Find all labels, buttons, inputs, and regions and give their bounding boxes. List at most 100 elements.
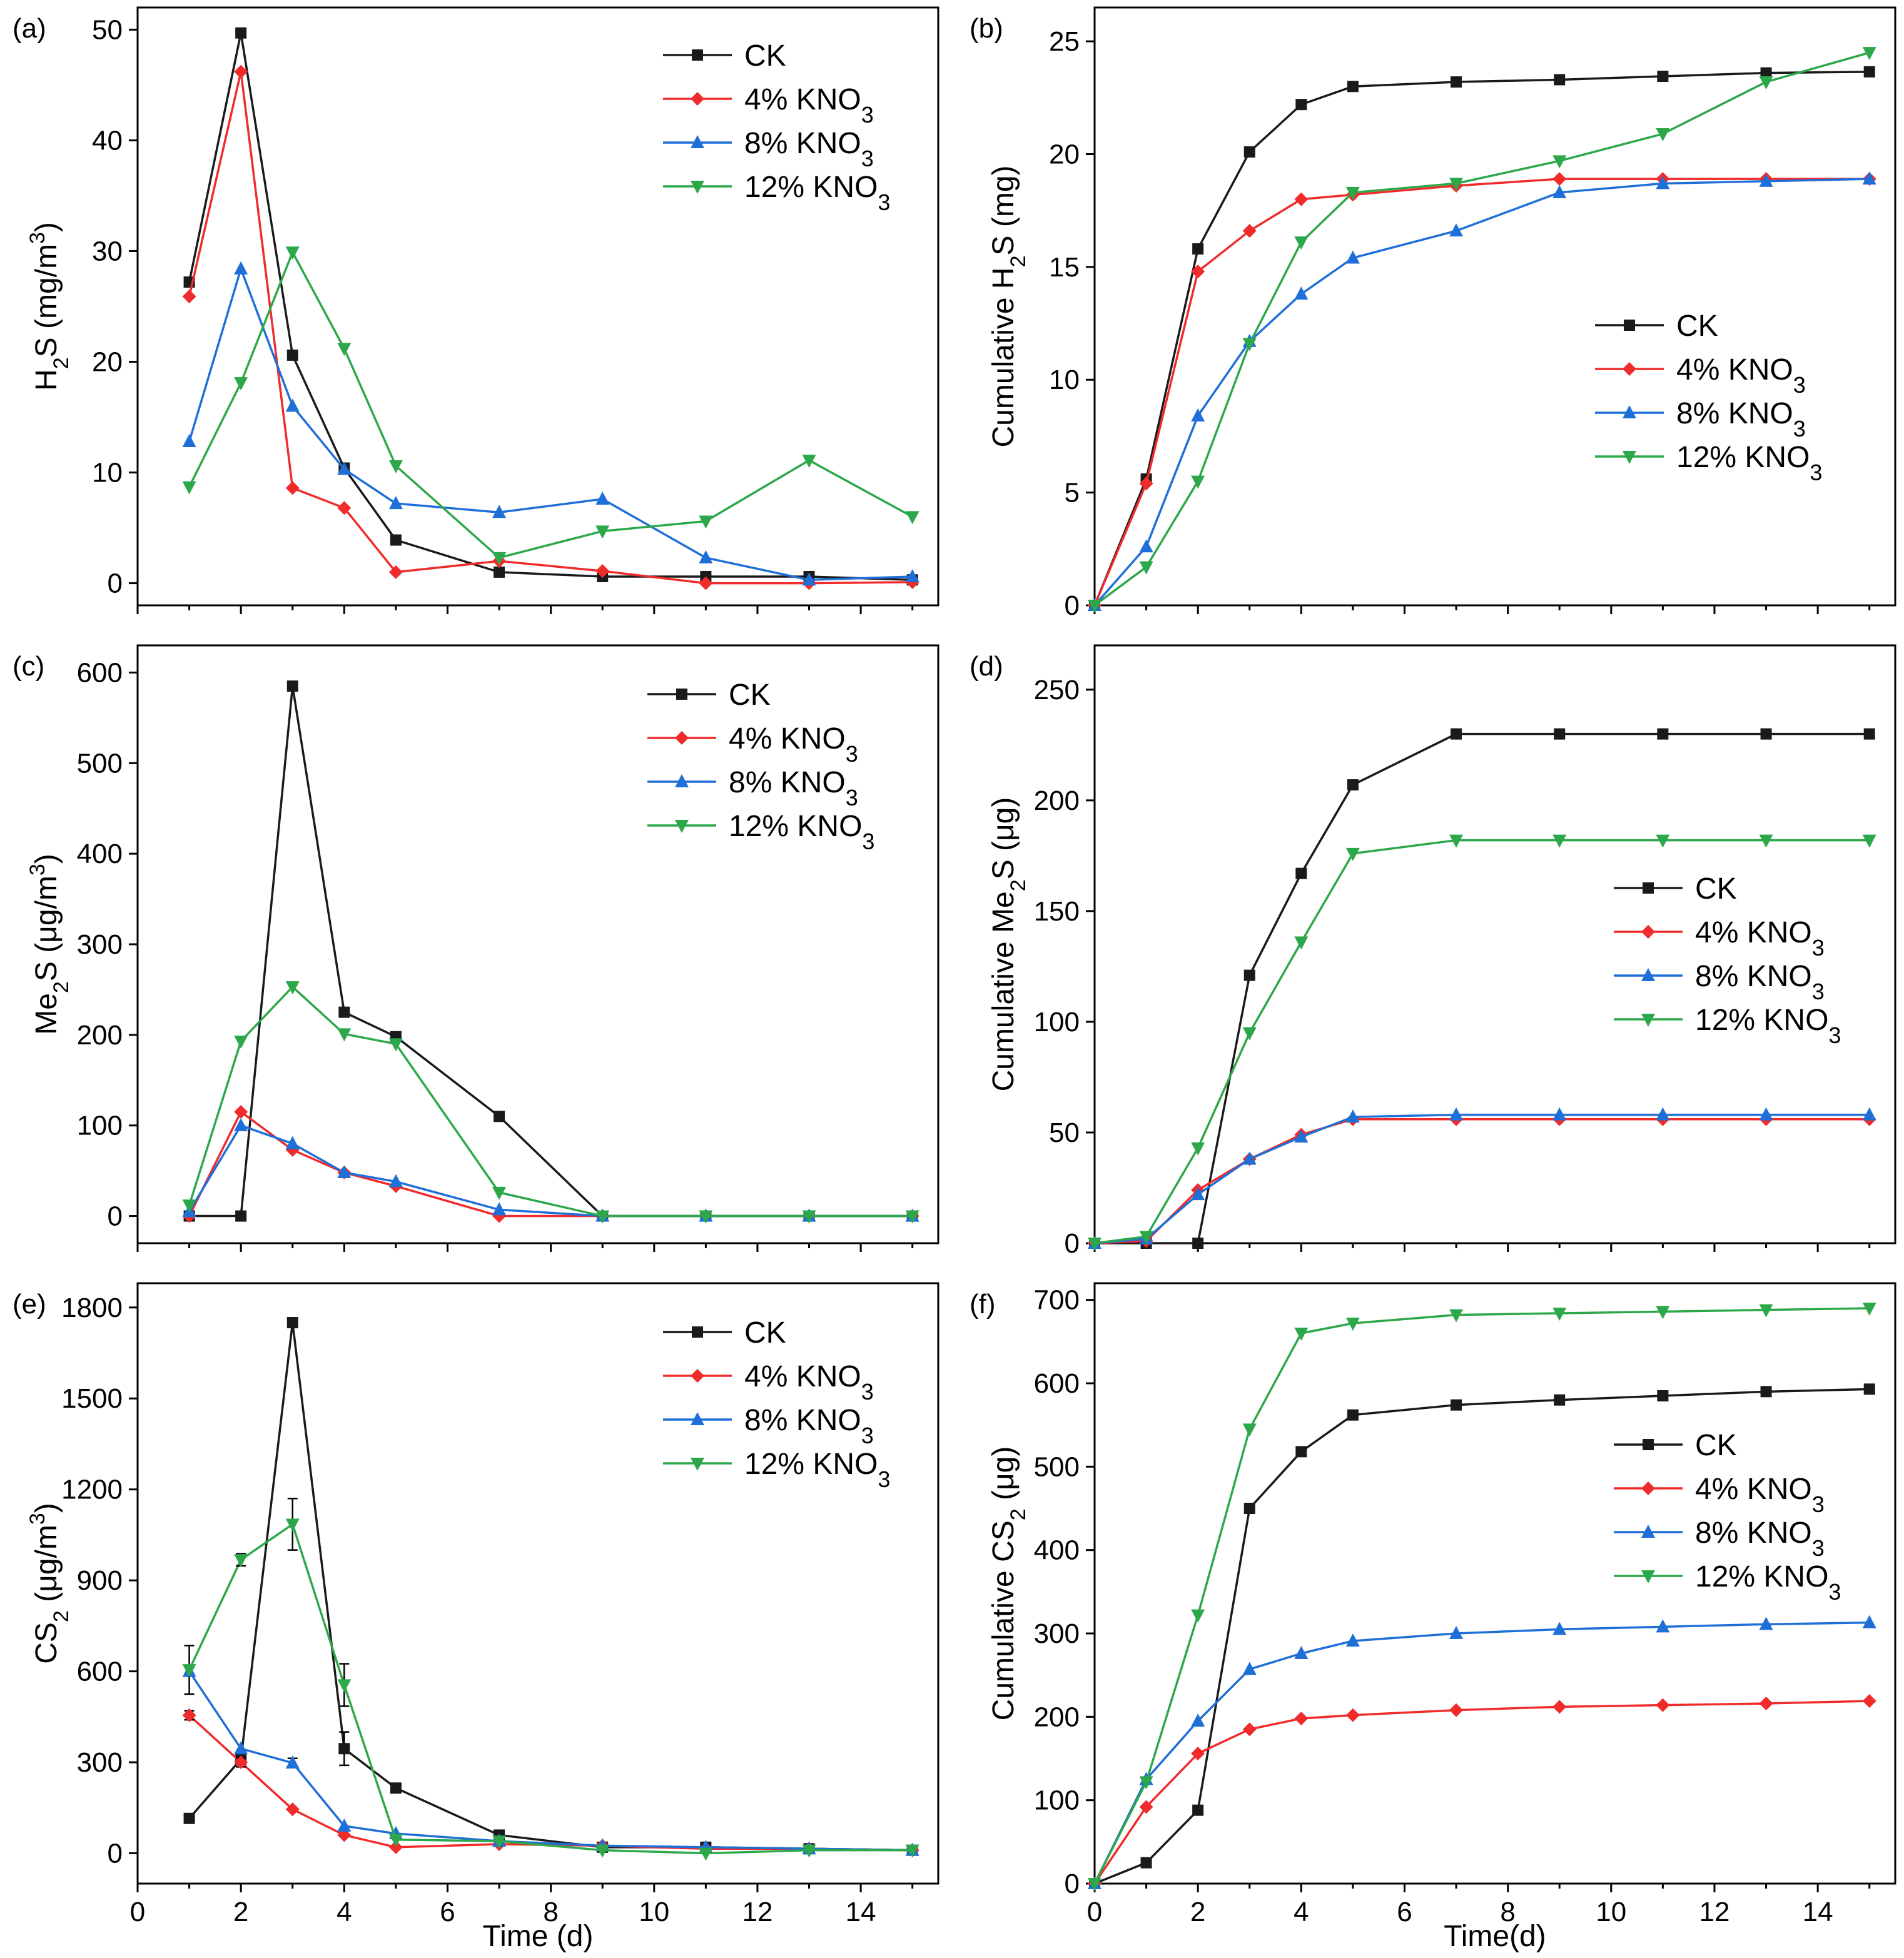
y-tick-label: 250 bbox=[1034, 675, 1080, 705]
x-tick-label: 2 bbox=[233, 1897, 248, 1927]
data-point bbox=[1862, 171, 1876, 185]
data-point bbox=[1192, 243, 1204, 255]
data-point bbox=[1759, 1107, 1773, 1121]
data-point bbox=[388, 496, 403, 510]
data-point bbox=[1657, 728, 1669, 740]
data-point bbox=[1759, 76, 1773, 90]
data-point bbox=[1345, 1708, 1360, 1722]
data-point bbox=[1451, 728, 1462, 740]
data-point bbox=[235, 1210, 247, 1222]
legend-label: 12% KNO3 bbox=[744, 1448, 890, 1492]
data-point bbox=[337, 1828, 352, 1842]
data-point bbox=[338, 1743, 350, 1755]
y-tick-label: 1200 bbox=[61, 1475, 123, 1505]
series-8kno3 bbox=[1088, 1107, 1876, 1249]
data-point bbox=[1345, 186, 1360, 200]
series-8kno3 bbox=[182, 261, 919, 586]
y-tick-label: 400 bbox=[77, 839, 123, 869]
legend-label: CK bbox=[744, 1316, 786, 1350]
data-point bbox=[285, 1802, 300, 1817]
y-tick-label: 100 bbox=[1034, 1007, 1080, 1037]
data-point bbox=[1552, 184, 1567, 198]
data-point bbox=[390, 534, 402, 546]
panel-label: (a) bbox=[13, 13, 46, 44]
data-point bbox=[699, 550, 713, 563]
y-tick-label: 0 bbox=[1065, 1228, 1080, 1259]
data-point bbox=[285, 246, 300, 260]
legend-marker bbox=[1641, 1481, 1655, 1495]
y-axis-title: CS2 (μg/m3) bbox=[26, 1503, 73, 1664]
legend-marker bbox=[691, 135, 704, 148]
data-point bbox=[1242, 1662, 1257, 1675]
data-point bbox=[337, 1679, 352, 1693]
data-point bbox=[1656, 1306, 1670, 1320]
data-point bbox=[1191, 408, 1205, 421]
data-point bbox=[699, 515, 713, 529]
data-point bbox=[285, 1136, 300, 1149]
x-tick-label: 2 bbox=[1190, 1897, 1205, 1927]
series-line bbox=[188, 1670, 913, 1852]
legend-label: 8% KNO3 bbox=[744, 127, 874, 171]
data-point bbox=[182, 1199, 196, 1213]
x-tick-label: 10 bbox=[639, 1897, 669, 1927]
data-point bbox=[285, 1755, 300, 1769]
y-axis-title: H2S (mg/m3) bbox=[26, 222, 73, 391]
x-tick-label: 12 bbox=[1699, 1897, 1729, 1927]
legend-label: 12% KNO3 bbox=[744, 171, 890, 215]
data-point bbox=[1242, 1027, 1257, 1041]
y-axis-title: Cumulative CS2 (μg) bbox=[987, 1446, 1030, 1721]
data-point bbox=[1295, 867, 1307, 879]
legend-marker bbox=[1623, 451, 1636, 464]
data-point bbox=[1554, 1394, 1566, 1406]
data-point bbox=[802, 1210, 816, 1224]
data-point bbox=[1192, 1238, 1204, 1249]
data-point bbox=[699, 1847, 713, 1861]
data-point bbox=[595, 1844, 610, 1858]
data-point bbox=[286, 680, 298, 692]
legend-label: 8% KNO3 bbox=[1695, 1516, 1825, 1561]
data-point bbox=[699, 576, 713, 590]
y-tick-label: 15 bbox=[1049, 252, 1080, 283]
y-tick-label: 0 bbox=[108, 568, 123, 599]
legend-marker bbox=[1643, 882, 1654, 894]
data-point bbox=[1139, 561, 1153, 575]
data-point bbox=[595, 1210, 610, 1224]
plot-frame bbox=[1093, 6, 1896, 607]
data-point bbox=[1451, 1399, 1462, 1411]
data-point bbox=[234, 377, 248, 391]
legend-label: CK bbox=[1695, 872, 1737, 906]
legend-label: 8% KNO3 bbox=[729, 766, 858, 810]
data-point bbox=[1139, 477, 1153, 491]
data-point bbox=[286, 1317, 298, 1329]
data-point bbox=[337, 1165, 352, 1179]
series-12kno3 bbox=[182, 246, 919, 565]
data-point bbox=[1191, 1609, 1205, 1623]
y-tick-label: 600 bbox=[1034, 1368, 1080, 1399]
legend-label: 12% KNO3 bbox=[1676, 441, 1822, 485]
data-point bbox=[1242, 338, 1257, 351]
data-point bbox=[182, 481, 196, 495]
legend-label: CK bbox=[1676, 310, 1718, 343]
data-point bbox=[1139, 1776, 1153, 1790]
x-tick-label: 6 bbox=[440, 1897, 455, 1927]
data-point bbox=[1088, 1238, 1101, 1251]
data-point bbox=[1243, 1503, 1255, 1514]
data-point bbox=[1656, 128, 1670, 142]
data-point bbox=[1191, 265, 1205, 279]
data-point bbox=[1242, 1423, 1257, 1437]
y-tick-label: 10 bbox=[1049, 365, 1080, 395]
x-tick-label: 4 bbox=[1294, 1897, 1309, 1927]
legend-marker bbox=[675, 731, 689, 745]
panel-f: (f) 0 100 200 300 400 500 600 700 0 2 4 6 8 10 12 14 Cumu… bbox=[970, 1282, 1896, 1927]
data-point bbox=[1759, 834, 1773, 848]
series-line bbox=[188, 251, 913, 559]
data-point bbox=[1294, 1129, 1309, 1143]
data-point bbox=[182, 1664, 196, 1678]
y-tick-label: 20 bbox=[1049, 139, 1080, 169]
legend-label: CK bbox=[729, 679, 771, 712]
data-point bbox=[1449, 1703, 1464, 1717]
x-tick-label: 6 bbox=[1397, 1897, 1412, 1927]
legend-label: 12% KNO3 bbox=[1695, 1004, 1841, 1048]
legend-marker bbox=[1641, 1525, 1655, 1538]
